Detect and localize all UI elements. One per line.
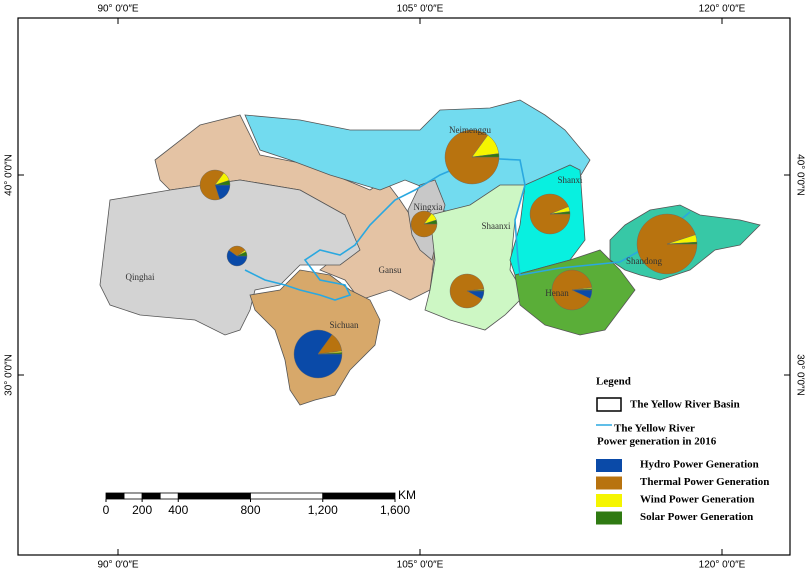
province-pie <box>551 269 593 311</box>
province-label: Sichuan <box>330 320 359 330</box>
pie-slice <box>471 153 500 158</box>
scale-segment <box>123 492 143 500</box>
pie-slice <box>423 219 438 225</box>
province-pie <box>226 245 248 267</box>
scale-segment <box>250 492 324 500</box>
scale-label: 800 <box>240 503 260 517</box>
legend-swatch <box>596 494 622 507</box>
province-pie <box>199 169 231 201</box>
province-pie <box>449 273 485 309</box>
scale-segment <box>322 492 396 500</box>
province-label: Shandong <box>626 256 663 266</box>
scale-segment <box>159 492 179 500</box>
coord-label: 120° 0′0″E <box>699 560 746 571</box>
legend-river: The Yellow River <box>614 423 695 435</box>
scale-segment <box>141 492 161 500</box>
province-label: Shaanxi <box>482 221 511 231</box>
pie-slice <box>549 211 571 215</box>
coord-label: 90° 0′0″E <box>97 560 138 571</box>
yellow-river <box>244 157 691 301</box>
legend-basin: The Yellow River Basin <box>630 399 740 411</box>
province-label: Shanxi <box>557 175 583 185</box>
scale-label: 1,600 <box>380 503 410 517</box>
legend-label: Thermal Power Generation <box>640 476 769 488</box>
province-pie <box>529 193 571 235</box>
coord-label: 40° 0′0″N <box>794 154 805 196</box>
legend-swatch <box>596 459 622 472</box>
scale-segment <box>105 492 125 500</box>
scale-label: 0 <box>103 503 110 517</box>
legend-swatch <box>596 476 622 490</box>
pie-slice <box>571 288 593 291</box>
legend-swatch <box>596 511 622 525</box>
pie-slice <box>317 352 343 355</box>
legend-label: Hydro Power Generation <box>640 459 759 471</box>
legend-label: Wind Power Generation <box>640 494 754 506</box>
coord-label: 40° 0′0″N <box>4 154 15 196</box>
pie-slice <box>214 180 231 186</box>
province-label: Qinghai <box>126 272 155 282</box>
province-label: Neimenggu <box>449 125 491 135</box>
scale-label: 200 <box>132 503 152 517</box>
pie-slice <box>226 249 248 267</box>
scale-label: 1,200 <box>308 503 338 517</box>
legend-subtitle: Power generation in 2016 <box>597 436 717 448</box>
pie-slice <box>449 273 485 309</box>
province-label: Gansu <box>379 265 402 275</box>
pie-slice <box>236 251 248 257</box>
scale-segment <box>177 492 251 500</box>
pie-slice <box>199 169 225 201</box>
legend-label: Solar Power Generation <box>640 511 753 523</box>
province-label: Ningxia <box>414 202 443 212</box>
scale-label: 400 <box>168 503 188 517</box>
province-pie <box>444 129 500 185</box>
coord-label: 105° 0′0″E <box>397 4 444 15</box>
legend-title: Legend <box>596 376 631 388</box>
legend-basin-swatch <box>596 397 622 412</box>
coord-label: 120° 0′0″E <box>699 4 746 15</box>
pie-slice <box>551 269 593 311</box>
province-pie <box>636 213 698 275</box>
province-pie <box>293 329 343 379</box>
province-pie <box>410 210 438 238</box>
legend: Legend The Yellow River Basin The Yellow… <box>596 376 740 448</box>
province-label: Henan <box>545 288 569 298</box>
coord-label: 105° 0′0″E <box>397 560 444 571</box>
coord-label: 90° 0′0″E <box>97 4 138 15</box>
coord-label: 30° 0′0″N <box>4 354 15 396</box>
coord-label: 30° 0′0″N <box>794 354 805 396</box>
scale-unit: KM <box>398 488 416 502</box>
pie-slice <box>666 241 698 245</box>
pie-slice <box>466 289 485 292</box>
